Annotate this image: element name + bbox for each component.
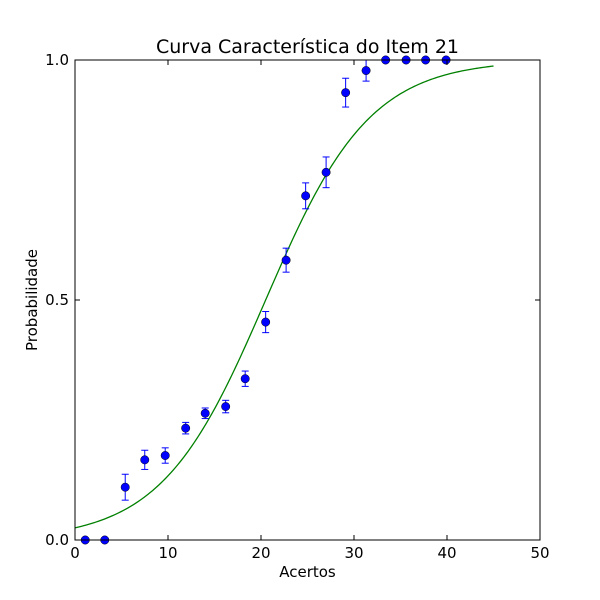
y-tick-label: 0.5	[45, 291, 69, 309]
x-tick-label: 30	[344, 544, 363, 562]
plot-frame	[74, 59, 541, 541]
data-point	[301, 191, 311, 201]
y-axis-label: Probabilidade	[23, 249, 41, 351]
data-point	[200, 408, 210, 418]
x-axis-label: Acertos	[279, 563, 336, 581]
x-tick-label: 50	[530, 544, 549, 562]
data-point	[221, 402, 231, 412]
x-tick-label: 40	[437, 544, 456, 562]
data-point	[240, 374, 250, 384]
plot-background	[75, 60, 540, 540]
x-tick-label: 0	[70, 544, 80, 562]
data-point	[361, 66, 371, 76]
data-point	[140, 455, 150, 465]
y-tick-label: 1.0	[45, 51, 69, 69]
data-point	[341, 88, 351, 98]
data-point	[261, 317, 271, 327]
x-tick-label: 10	[158, 544, 177, 562]
data-point	[181, 423, 191, 433]
chart-title: Curva Característica do Item 21	[156, 36, 459, 58]
data-point	[321, 167, 331, 177]
data-point	[160, 451, 170, 460]
data-point	[281, 255, 291, 265]
y-tick-label: 0.0	[45, 531, 69, 549]
x-tick-label: 20	[251, 544, 270, 562]
data-point	[120, 482, 130, 492]
